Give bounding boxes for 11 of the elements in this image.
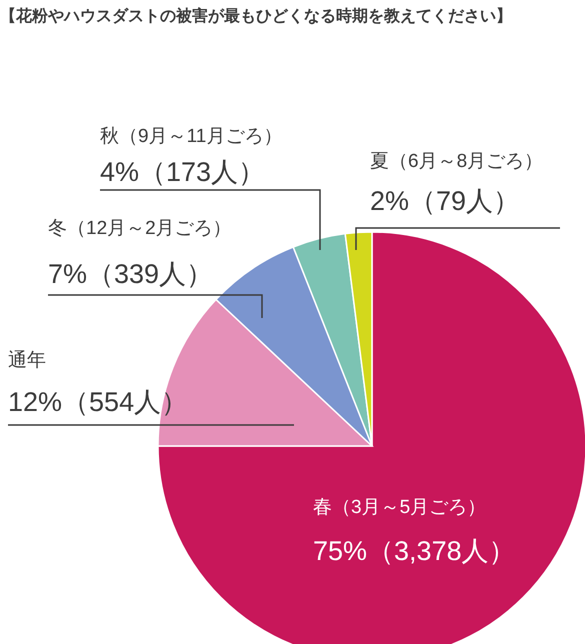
data-label: 4%（173人） <box>100 157 266 187</box>
chart-title: 【花粉やハウスダストの被害が最もひどくなる時期を教えてください】 <box>0 6 512 25</box>
slice-label: 冬（12月～2月ごろ） <box>48 218 232 239</box>
data-label: 12%（554人） <box>8 387 188 417</box>
slice-label: 通年 <box>8 350 46 371</box>
data-label: 2%（79人） <box>370 186 520 216</box>
data-label: 75%（3,378人） <box>313 536 516 566</box>
data-label: 7%（339人） <box>48 259 214 289</box>
slice-label: 秋（9月～11月ごろ） <box>100 126 282 147</box>
slice-label: 夏（6月～8月ごろ） <box>370 151 544 172</box>
slice-label: 春（3月～5月ごろ） <box>313 497 486 518</box>
